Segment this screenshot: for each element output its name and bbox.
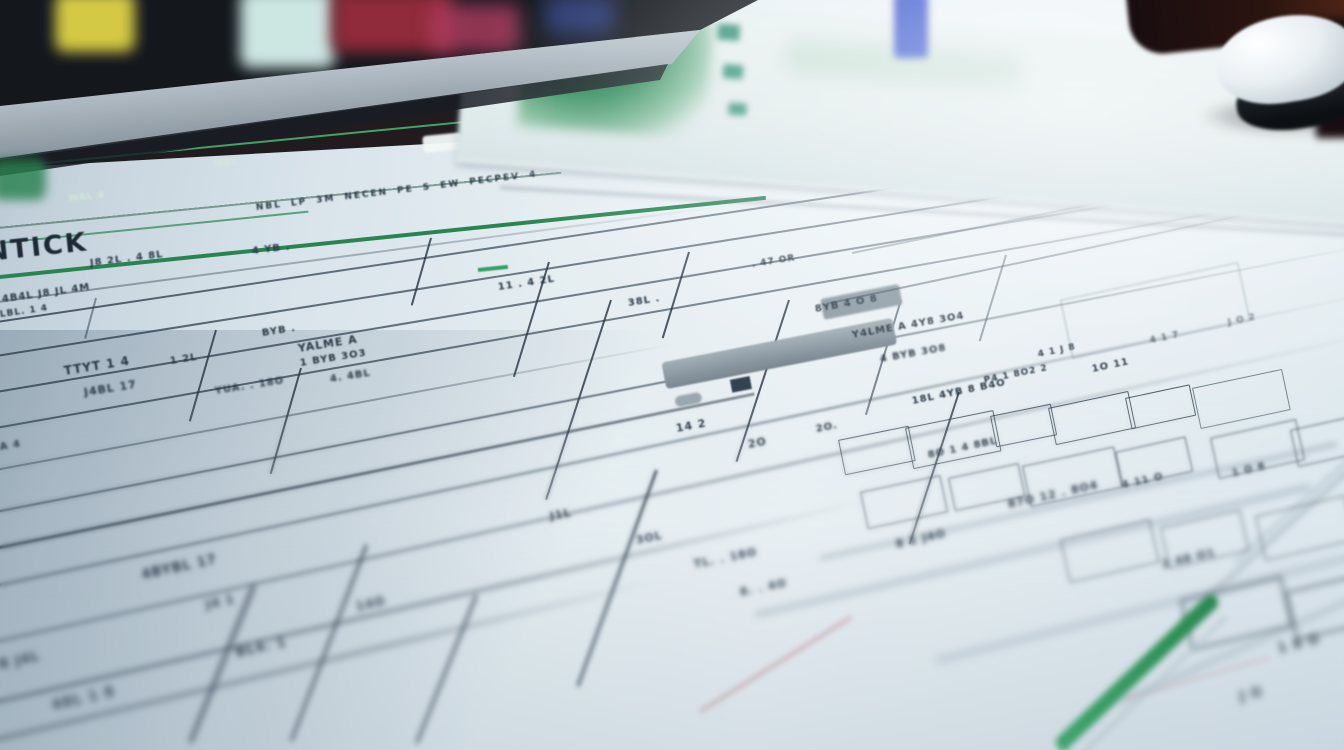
screen-glow-yellow bbox=[55, 0, 135, 52]
paper-green-reflection bbox=[0, 158, 46, 200]
gray-bar-cell-mark bbox=[729, 376, 752, 393]
screen-glow-teal bbox=[240, 0, 335, 68]
screen-glow-blue bbox=[545, 0, 615, 34]
blue-tab bbox=[894, 0, 928, 58]
curled-sheet-cell bbox=[717, 23, 741, 42]
screen-glow-magenta bbox=[430, 4, 520, 52]
bottom-shade-overlay bbox=[0, 520, 1344, 750]
band-text: MBL bbox=[213, 157, 239, 170]
gray-bar-tab bbox=[674, 391, 703, 408]
curled-sheet-cell bbox=[722, 64, 744, 80]
curled-sheet-cell bbox=[728, 102, 747, 116]
band-text: WAL 4 bbox=[67, 190, 106, 205]
